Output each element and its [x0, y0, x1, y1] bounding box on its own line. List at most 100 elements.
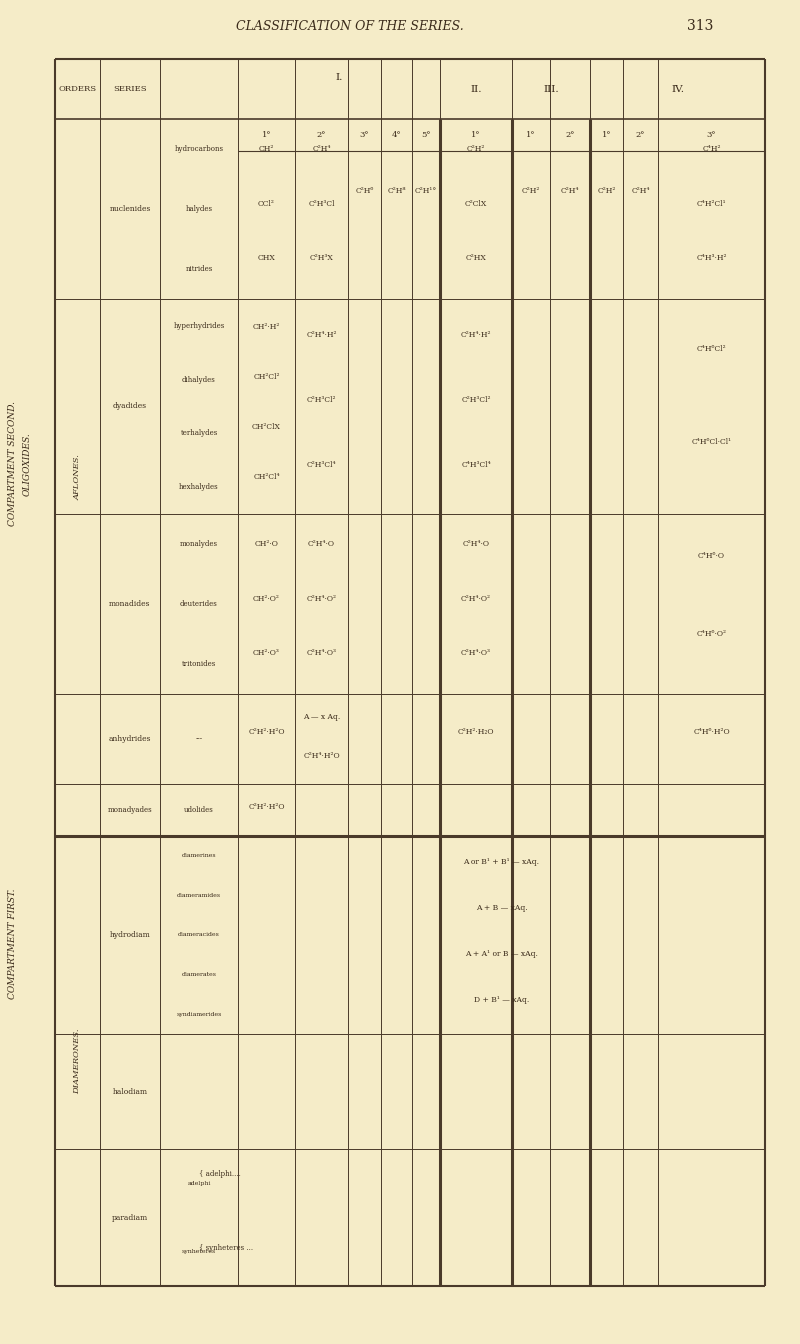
Text: 1°: 1°: [526, 130, 536, 138]
Text: C⁴H⁶·H²O: C⁴H⁶·H²O: [693, 727, 730, 735]
Text: 1°: 1°: [471, 130, 481, 138]
Text: C²HX: C²HX: [466, 254, 486, 262]
Text: CH²Cl²: CH²Cl²: [254, 374, 280, 380]
Text: A or B¹ + B¹ — xAq.: A or B¹ + B¹ — xAq.: [463, 857, 539, 866]
Text: hexhalydes: hexhalydes: [179, 482, 219, 491]
Text: CH²: CH²: [259, 145, 274, 153]
Text: CH²·O³: CH²·O³: [253, 649, 280, 657]
Text: 2°: 2°: [317, 130, 326, 138]
Text: C⁴H⁶·O²: C⁴H⁶·O²: [697, 630, 726, 638]
Text: C²H⁴: C²H⁴: [631, 187, 650, 195]
Text: D + B¹ — xAq.: D + B¹ — xAq.: [474, 996, 529, 1004]
Text: C²H⁴·H²: C²H⁴·H²: [461, 331, 491, 339]
Text: IV.: IV.: [671, 85, 684, 94]
Text: CH²·O²: CH²·O²: [253, 595, 280, 603]
Text: hydrocarbons: hydrocarbons: [174, 145, 223, 153]
Text: C²H³X: C²H³X: [310, 254, 334, 262]
Text: C²H⁴: C²H⁴: [312, 145, 330, 153]
Text: C²H⁴·O²: C²H⁴·O²: [306, 595, 337, 603]
Text: C²H²: C²H²: [467, 145, 485, 153]
Text: dyadides: dyadides: [113, 402, 147, 410]
Text: hyperhydrides: hyperhydrides: [174, 321, 225, 329]
Text: { adelphi....: { adelphi....: [199, 1171, 241, 1179]
Text: syndiamerides: syndiamerides: [176, 1012, 222, 1016]
Text: C⁴H⁶Cl·Cl¹: C⁴H⁶Cl·Cl¹: [691, 438, 731, 446]
Text: adelphi: adelphi: [187, 1181, 210, 1185]
Text: C²H⁴·O³: C²H⁴·O³: [461, 649, 491, 657]
Text: A + A¹ or B — xAq.: A + A¹ or B — xAq.: [465, 950, 538, 958]
Text: C⁴H⁶·O: C⁴H⁶·O: [698, 552, 725, 560]
Text: paradiam: paradiam: [112, 1214, 148, 1222]
Text: CHX: CHX: [258, 254, 275, 262]
Text: 2°: 2°: [636, 130, 645, 138]
Text: C⁴H⁶Cl²: C⁴H⁶Cl²: [697, 345, 726, 352]
Text: C²H³Cl⁴: C²H³Cl⁴: [306, 461, 336, 469]
Text: halydes: halydes: [186, 206, 213, 212]
Text: 4°: 4°: [392, 130, 402, 138]
Text: III.: III.: [543, 85, 559, 94]
Text: hydrodiam: hydrodiam: [110, 931, 150, 939]
Text: C²H⁸: C²H⁸: [387, 187, 406, 195]
Text: COMPARTMENT FIRST.: COMPARTMENT FIRST.: [9, 888, 18, 999]
Text: halodiam: halodiam: [113, 1087, 147, 1095]
Text: C²H⁶: C²H⁶: [355, 187, 374, 195]
Text: C²H²·H²O: C²H²·H²O: [248, 727, 285, 735]
Text: CH²·H²: CH²·H²: [253, 323, 280, 331]
Text: 1°: 1°: [602, 130, 611, 138]
Text: diameracides: diameracides: [178, 933, 220, 938]
Text: diameramides: diameramides: [177, 892, 221, 898]
Text: C²H⁴·O³: C²H⁴·O³: [306, 649, 337, 657]
Text: COMPARTMENT SECOND.: COMPARTMENT SECOND.: [9, 402, 18, 527]
Text: C²H⁴·H²: C²H⁴·H²: [306, 331, 337, 339]
Text: synheteres: synheteres: [182, 1250, 216, 1254]
Text: C²H²: C²H²: [522, 187, 540, 195]
Text: diamerates: diamerates: [182, 972, 217, 977]
Text: monadyades: monadyades: [108, 806, 152, 814]
Text: DIAMERONES.: DIAMERONES.: [74, 1028, 82, 1094]
Text: monalydes: monalydes: [180, 540, 218, 548]
Text: monadides: monadides: [110, 599, 150, 607]
Text: C²H²·H₂O: C²H²·H₂O: [458, 727, 494, 735]
Text: 3°: 3°: [360, 130, 370, 138]
Text: 2°: 2°: [566, 130, 574, 138]
Text: 5°: 5°: [422, 130, 430, 138]
Text: A — x Aq.: A — x Aq.: [303, 712, 340, 720]
Text: diamerines: diamerines: [182, 853, 216, 859]
Text: C²H²: C²H²: [598, 187, 616, 195]
Text: AFLONES.: AFLONES.: [74, 454, 82, 500]
Text: C⁴H²: C⁴H²: [702, 145, 721, 153]
Text: C²H⁴·O: C²H⁴·O: [462, 540, 490, 548]
Text: C²H⁴·H²O: C²H⁴·H²O: [303, 751, 340, 759]
Text: anhydrides: anhydrides: [109, 735, 151, 743]
Text: C²H³Cl²: C²H³Cl²: [306, 395, 336, 403]
Text: CLASSIFICATION OF THE SERIES.: CLASSIFICATION OF THE SERIES.: [236, 20, 464, 32]
Text: terhalydes: terhalydes: [180, 429, 218, 437]
Text: C⁴H³Cl⁴: C⁴H³Cl⁴: [461, 461, 491, 469]
Text: dihalydes: dihalydes: [182, 375, 216, 383]
Text: ---: ---: [195, 735, 202, 743]
Text: C²ClX: C²ClX: [465, 200, 487, 208]
Text: CH²·O: CH²·O: [254, 540, 278, 548]
Text: II.: II.: [470, 85, 482, 94]
Text: I.: I.: [335, 73, 342, 82]
Text: C⁴H²Cl¹: C⁴H²Cl¹: [697, 200, 726, 208]
Text: tritonides: tritonides: [182, 660, 216, 668]
Text: C²H²·H²O: C²H²·H²O: [248, 802, 285, 810]
Text: nitrides: nitrides: [186, 265, 213, 273]
Text: SERIES: SERIES: [113, 85, 147, 93]
Text: C²H¹°: C²H¹°: [415, 187, 437, 195]
Text: 1°: 1°: [262, 130, 271, 138]
Text: CH²Cl⁴: CH²Cl⁴: [253, 473, 280, 481]
Text: C⁴H³·H²: C⁴H³·H²: [696, 254, 726, 262]
Text: C²H³Cl²: C²H³Cl²: [462, 395, 490, 403]
Text: { synheteres ...: { synheteres ...: [199, 1243, 253, 1251]
Text: 3°: 3°: [706, 130, 716, 138]
Text: ORDERS: ORDERS: [58, 85, 97, 93]
Text: deuterides: deuterides: [180, 599, 218, 607]
Text: C²H⁴·O²: C²H⁴·O²: [461, 595, 491, 603]
Text: A + B — xAq.: A + B — xAq.: [476, 905, 527, 913]
Text: nuclenides: nuclenides: [110, 206, 150, 212]
Text: C²H⁴: C²H⁴: [561, 187, 579, 195]
Text: CH²ClX: CH²ClX: [252, 423, 281, 431]
Text: OLIGOXIDES.: OLIGOXIDES.: [22, 433, 31, 496]
